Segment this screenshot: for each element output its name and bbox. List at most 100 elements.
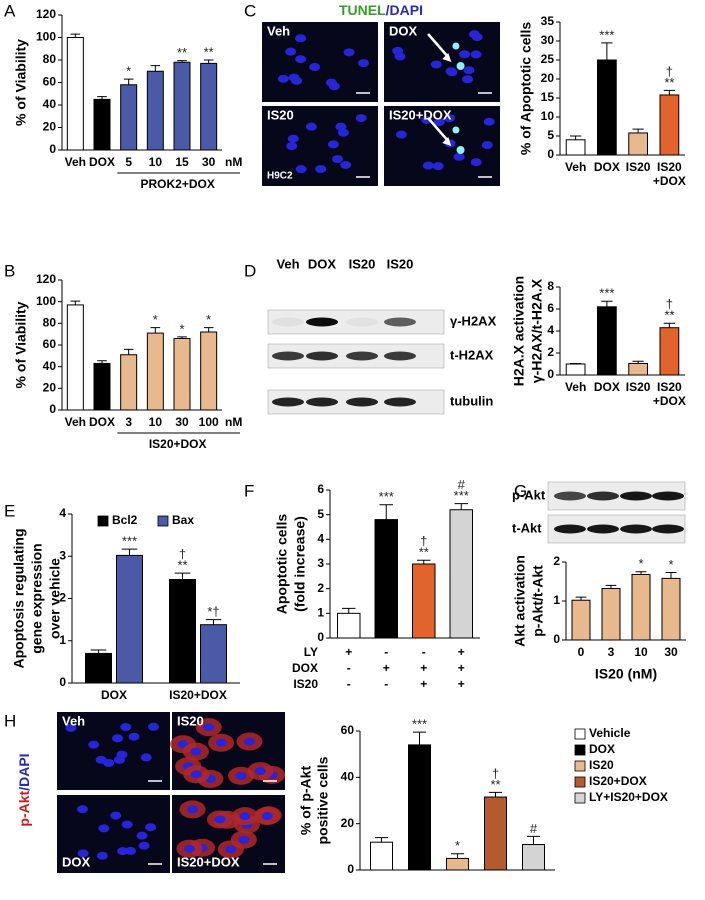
y-tick-label: 0 bbox=[553, 632, 560, 646]
condition-value: + bbox=[420, 677, 427, 691]
blot-row-label: γ-H2AX bbox=[450, 313, 497, 328]
nucleus bbox=[459, 50, 471, 59]
condition-value: + bbox=[458, 645, 465, 659]
nucleus bbox=[261, 812, 273, 821]
tunel-positive bbox=[456, 62, 465, 70]
legend-swatch bbox=[97, 515, 109, 527]
error-bar bbox=[570, 362, 582, 364]
nucleus bbox=[305, 122, 317, 131]
image-title: p-Akt/DAPI bbox=[16, 753, 32, 826]
blot-row-label: t-Akt bbox=[512, 520, 542, 535]
bar bbox=[601, 588, 621, 641]
significance-label: *** bbox=[599, 286, 614, 301]
error-bar bbox=[570, 135, 582, 140]
y-tick-label: 4 bbox=[59, 506, 66, 520]
blot-band bbox=[652, 491, 684, 501]
nucleus bbox=[433, 118, 445, 127]
bar bbox=[200, 62, 218, 151]
bar bbox=[565, 139, 586, 156]
x-group-label: PROK2+DOX bbox=[140, 177, 214, 191]
x-tick-label: Veh bbox=[565, 160, 586, 174]
significance-label: ** bbox=[490, 777, 500, 792]
blot-band bbox=[306, 351, 338, 361]
nucleus bbox=[77, 849, 89, 858]
bar bbox=[173, 338, 191, 411]
y-tick-label: 0 bbox=[347, 862, 354, 876]
legend-label: Bcl2 bbox=[112, 513, 138, 527]
bar bbox=[571, 599, 591, 641]
significance-label: * bbox=[455, 838, 460, 853]
image-title: TUNEL/DAPI bbox=[339, 2, 423, 18]
bar bbox=[408, 744, 431, 871]
condition-value: - bbox=[422, 645, 426, 659]
y-tick-label: 100 bbox=[36, 30, 56, 44]
arrow bbox=[427, 117, 450, 143]
y-axis-label: % of Viability bbox=[13, 39, 29, 126]
nucleus bbox=[239, 812, 251, 821]
x-unit: nM bbox=[225, 155, 242, 169]
y-tick-label: 2 bbox=[547, 345, 554, 359]
nucleus bbox=[96, 851, 108, 860]
nucleus bbox=[117, 847, 129, 856]
y-tick-label: 0 bbox=[547, 367, 554, 381]
nucleus bbox=[337, 128, 349, 137]
x-tick-label: 0 bbox=[578, 645, 585, 659]
blot-band bbox=[384, 351, 416, 361]
legend-label: Vehicle bbox=[589, 726, 631, 740]
significance-label: ** bbox=[177, 558, 187, 573]
bar bbox=[169, 578, 196, 684]
x-tick-label: IS20+DOX bbox=[169, 688, 227, 702]
significance-label: *** bbox=[122, 534, 137, 549]
arrow-head bbox=[442, 137, 452, 146]
y-tick-label: 120 bbox=[36, 272, 56, 286]
error-bar bbox=[605, 584, 617, 589]
significance-label: † bbox=[666, 64, 673, 79]
y-tick-label: 20 bbox=[341, 816, 355, 830]
nucleus bbox=[332, 155, 344, 164]
significance-label: *† bbox=[207, 604, 219, 619]
error-bar bbox=[663, 89, 675, 95]
significance-label: * bbox=[638, 556, 643, 571]
error-bar bbox=[90, 649, 107, 654]
error-bar bbox=[417, 559, 431, 564]
blot-lane-label: Veh bbox=[276, 256, 299, 271]
x-axis-label: IS20 (nM) bbox=[595, 666, 657, 682]
bar bbox=[597, 59, 617, 156]
panel-letter: E bbox=[4, 501, 15, 520]
panel-letter: A bbox=[4, 1, 16, 20]
legend-label: DOX bbox=[589, 742, 615, 756]
nucleus bbox=[462, 75, 474, 84]
panel-letter: G bbox=[514, 481, 527, 500]
legend-swatch bbox=[574, 760, 586, 772]
significance-label: ** bbox=[664, 308, 674, 323]
significance-label: † bbox=[666, 297, 673, 312]
bar bbox=[116, 554, 143, 684]
nucleus bbox=[76, 805, 88, 814]
y-tick-label: 40 bbox=[43, 359, 57, 373]
condition-name: DOX bbox=[292, 661, 318, 675]
y-tick-label: 20 bbox=[43, 381, 57, 395]
significance-label: * bbox=[668, 557, 673, 572]
nucleus bbox=[187, 805, 199, 814]
y-tick-label: 1 bbox=[553, 593, 560, 607]
nucleus bbox=[295, 165, 307, 174]
blot-row-label: p-Akt bbox=[512, 487, 546, 502]
significance-label: *** bbox=[454, 488, 469, 503]
image-label: DOX bbox=[389, 23, 418, 38]
x-tick-label: +DOX bbox=[653, 394, 686, 408]
y-tick-label: 3 bbox=[59, 548, 66, 562]
error-bar bbox=[203, 59, 214, 64]
legend-swatch bbox=[574, 728, 586, 740]
micrograph bbox=[57, 795, 170, 873]
panel-letter: D bbox=[244, 261, 256, 280]
error-bar bbox=[97, 96, 107, 100]
x-tick-label: DOX bbox=[594, 380, 620, 394]
image-label: Veh bbox=[267, 23, 290, 38]
blot-band bbox=[554, 524, 586, 534]
blot-band bbox=[306, 397, 338, 407]
y-axis-label: gene expression bbox=[29, 543, 45, 654]
significance-label: ** bbox=[664, 75, 674, 90]
image-note: H9C2 bbox=[267, 171, 293, 182]
image-title-part: /DAPI bbox=[16, 753, 32, 790]
